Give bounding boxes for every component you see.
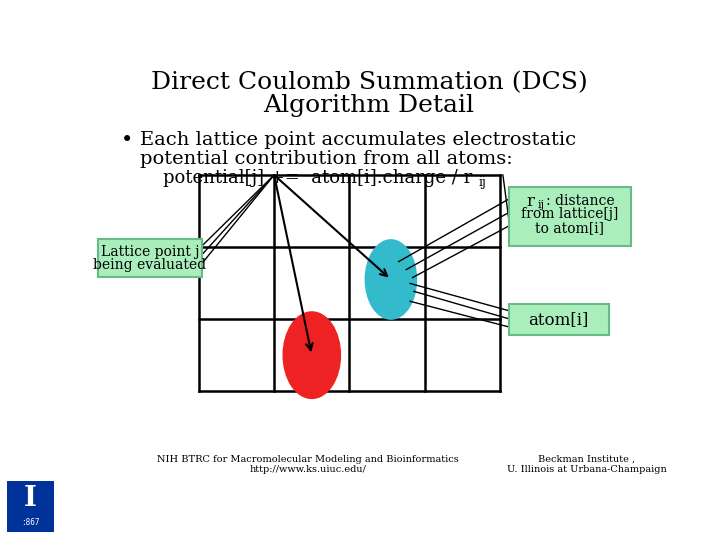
- FancyBboxPatch shape: [508, 187, 631, 246]
- Text: potential contribution from all atoms:: potential contribution from all atoms:: [140, 150, 513, 168]
- Text: I: I: [24, 485, 37, 512]
- Text: Beckman Institute ,: Beckman Institute ,: [538, 455, 635, 464]
- Text: atom[i]: atom[i]: [528, 311, 589, 328]
- Text: r: r: [527, 193, 535, 210]
- Text: from lattice[j]: from lattice[j]: [521, 207, 618, 221]
- Text: : distance: : distance: [546, 194, 614, 208]
- Text: NIH BTRC for Macromolecular Modeling and Bioinformatics: NIH BTRC for Macromolecular Modeling and…: [157, 455, 459, 464]
- Text: ij: ij: [538, 200, 545, 210]
- Text: Algorithm Detail: Algorithm Detail: [264, 94, 474, 117]
- Ellipse shape: [365, 240, 416, 319]
- Text: Direct Coulomb Summation (DCS): Direct Coulomb Summation (DCS): [150, 71, 588, 94]
- Text: Lattice point j: Lattice point j: [101, 246, 199, 260]
- Ellipse shape: [283, 312, 341, 399]
- Text: potential[j] +=  atom[i].charge / r: potential[j] += atom[i].charge / r: [163, 168, 472, 187]
- FancyBboxPatch shape: [99, 239, 202, 277]
- Text: Each lattice point accumulates electrostatic: Each lattice point accumulates electrost…: [140, 131, 576, 150]
- FancyBboxPatch shape: [7, 481, 54, 532]
- Text: U. Illinois at Urbana-Champaign: U. Illinois at Urbana-Champaign: [507, 465, 667, 474]
- Text: :867: :867: [22, 518, 40, 527]
- Text: being evaluated: being evaluated: [94, 258, 207, 272]
- Text: to atom[i]: to atom[i]: [536, 221, 604, 235]
- Text: http://www.ks.uiuc.edu/: http://www.ks.uiuc.edu/: [249, 465, 366, 474]
- Text: •: •: [121, 131, 133, 150]
- FancyBboxPatch shape: [508, 304, 609, 335]
- Text: ij: ij: [479, 176, 487, 189]
